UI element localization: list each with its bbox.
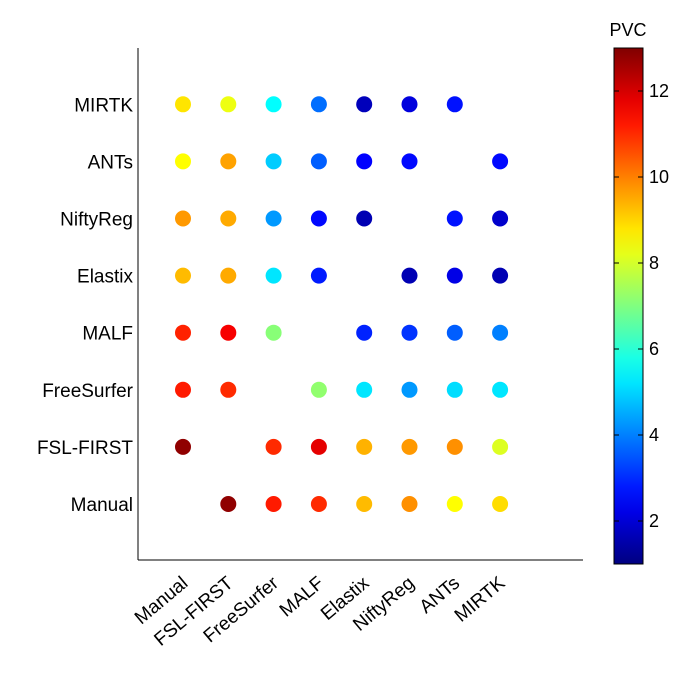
colorbar-label: PVC: [609, 20, 646, 40]
y-tick-label-ants: ANTs: [88, 152, 133, 173]
y-tick-label-manual: Manual: [71, 495, 133, 516]
dot-fsl-first-manual: [175, 438, 191, 455]
y-tick-label-elastix: Elastix: [77, 267, 133, 288]
dot-manual-ants: [446, 496, 463, 512]
dot-elastix-manual: [175, 267, 191, 284]
dot-elastix-mirtk: [492, 267, 509, 284]
dot-malf-fsl-first: [220, 324, 237, 341]
dot-niftyreg-malf: [310, 210, 327, 227]
y-tick-labels: Manual FSL-FIRST FreeSurfer MALF Elastix Nift…: [37, 95, 134, 516]
x-tick-label-malf: MALF: [276, 573, 328, 622]
dot-fsl-first-mirtk: [492, 438, 509, 455]
dot-mirtk-fsl-first: [220, 96, 237, 113]
dot-freesurfer-manual: [175, 381, 191, 398]
dot-mirtk-ants: [446, 96, 463, 113]
dot-ants-mirtk: [492, 153, 509, 170]
dot-elastix-malf: [310, 267, 327, 284]
dot-niftyreg-elastix: [356, 210, 373, 227]
x-tick-labels: ManualFSL-FIRSTFreeSurferMALFElastixNift…: [131, 572, 510, 650]
dot-elastix-fsl-first: [220, 267, 237, 284]
colorbar-gradient: [613, 47, 644, 565]
colorbar-tick-label: 12: [649, 81, 669, 101]
dot-mirtk-elastix: [356, 96, 373, 113]
dot-fsl-first-niftyreg: [401, 438, 418, 455]
dot-malf-niftyreg: [401, 324, 418, 341]
dot-malf-mirtk: [492, 324, 509, 341]
dot-malf-freesurfer: [265, 324, 282, 341]
dot-niftyreg-manual: [175, 210, 191, 227]
dot-manual-elastix: [356, 496, 373, 512]
dot-freesurfer-malf: [310, 381, 327, 398]
x-tick-label-mirtk: MIRTK: [451, 573, 510, 627]
dot-elastix-ants: [446, 267, 463, 284]
dot-ants-fsl-first: [220, 153, 237, 170]
dot-fsl-first-ants: [446, 438, 463, 455]
dot-freesurfer-niftyreg: [401, 381, 418, 398]
data-dots: [175, 96, 509, 512]
y-tick-label-fsl-first: FSL-FIRST: [37, 438, 133, 459]
y-tick-label-niftyreg: NiftyReg: [60, 210, 133, 231]
dot-manual-niftyreg: [401, 496, 418, 512]
dot-mirtk-freesurfer: [265, 96, 282, 113]
dot-manual-freesurfer: [265, 496, 282, 512]
dot-niftyreg-fsl-first: [220, 210, 237, 227]
dot-mirtk-malf: [310, 96, 327, 113]
dot-malf-elastix: [356, 324, 373, 341]
colorbar: PVC 2 4 6 8 10 12: [609, 20, 669, 565]
colorbar-tick-label: 10: [649, 167, 669, 187]
dot-fsl-first-malf: [310, 438, 327, 455]
dot-niftyreg-ants: [446, 210, 463, 227]
colorbar-tick-label: 4: [649, 425, 659, 445]
y-tick-label-malf: MALF: [82, 324, 133, 345]
dot-manual-fsl-first: [220, 496, 237, 512]
dot-ants-elastix: [356, 153, 373, 170]
dot-niftyreg-freesurfer: [265, 210, 282, 227]
dot-ants-freesurfer: [265, 153, 282, 170]
dot-malf-ants: [446, 324, 463, 341]
dot-freesurfer-ants: [446, 381, 463, 398]
y-tick-label-mirtk: MIRTK: [74, 95, 133, 116]
dot-mirtk-niftyreg: [401, 96, 418, 113]
colorbar-tick-label: 2: [649, 511, 659, 531]
dot-fsl-first-elastix: [356, 438, 373, 455]
colorbar-ticks: 2 4 6 8 10 12: [614, 81, 669, 531]
plot-axes: [137, 48, 583, 561]
dot-fsl-first-freesurfer: [265, 438, 282, 455]
dot-freesurfer-elastix: [356, 381, 373, 398]
dot-niftyreg-mirtk: [492, 210, 509, 227]
y-tick-label-freesurfer: FreeSurfer: [42, 381, 133, 402]
dot-ants-niftyreg: [401, 153, 418, 170]
dot-freesurfer-fsl-first: [220, 381, 237, 398]
dot-malf-manual: [175, 324, 191, 341]
dot-manual-malf: [310, 496, 327, 512]
colorbar-tick-label: 6: [649, 339, 659, 359]
dot-mirtk-manual: [175, 96, 191, 113]
dot-manual-mirtk: [492, 496, 509, 512]
dot-ants-malf: [310, 153, 327, 170]
dot-freesurfer-mirtk: [492, 381, 509, 398]
dot-elastix-freesurfer: [265, 267, 282, 284]
dot-ants-manual: [175, 153, 191, 170]
dot-elastix-niftyreg: [401, 267, 418, 284]
colorbar-tick-label: 8: [649, 253, 659, 273]
